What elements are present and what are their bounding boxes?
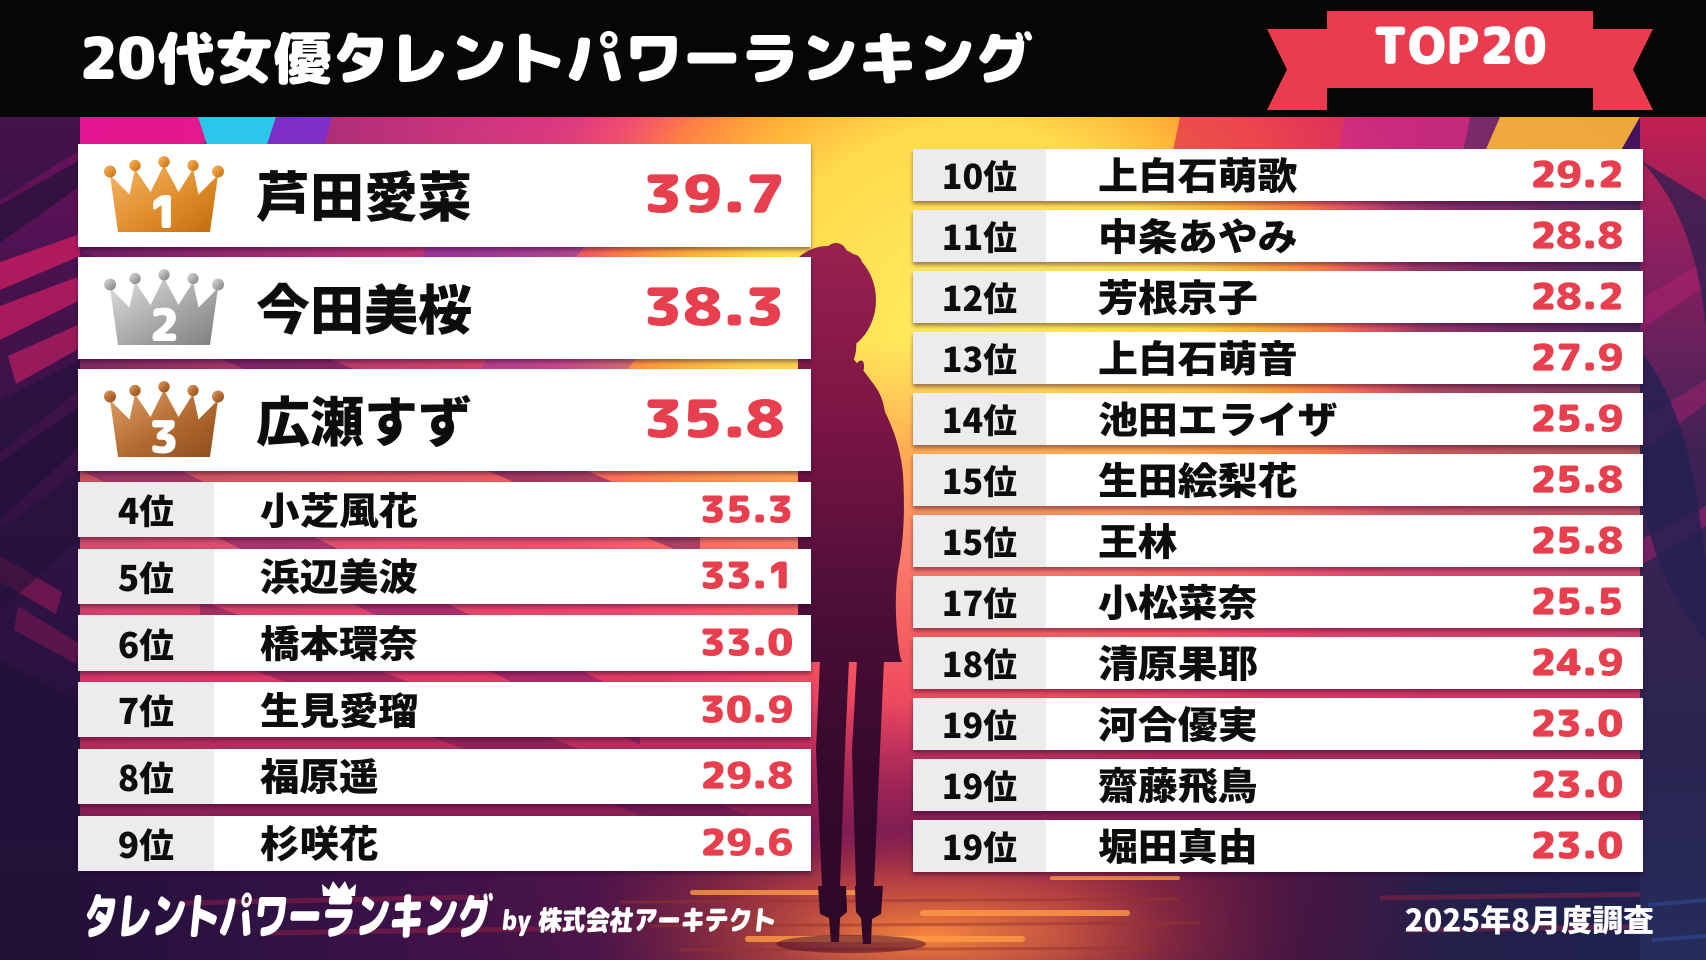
- svg-text:1: 1: [149, 181, 179, 236]
- svg-text:2: 2: [149, 294, 179, 349]
- svg-text:3: 3: [149, 406, 179, 461]
